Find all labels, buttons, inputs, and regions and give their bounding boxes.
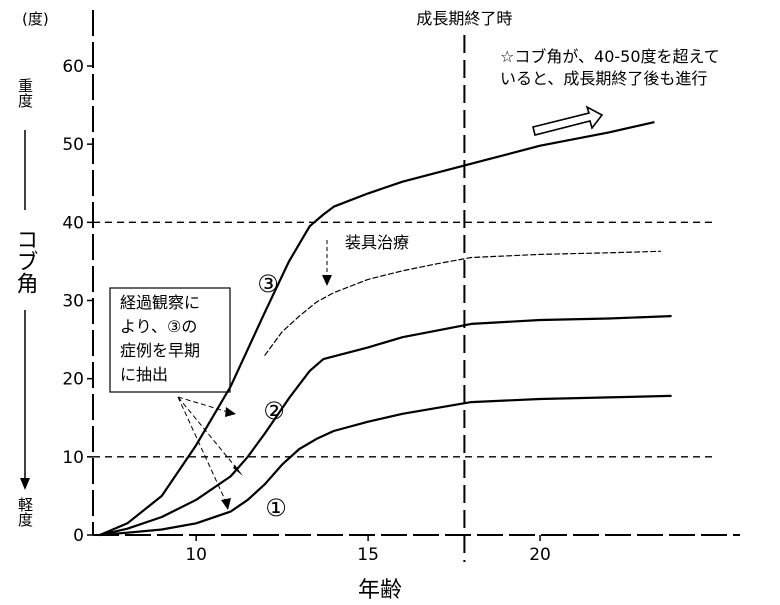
growth-end-label: 成長期終了時	[416, 9, 512, 28]
observation-callout-box	[109, 287, 231, 393]
treatment-arrowhead	[322, 275, 332, 286]
x-tick-label: 10	[185, 545, 207, 565]
treatment-label: 装具治療	[345, 233, 409, 252]
series-line-1	[98, 121, 655, 537]
x-tick-label: 20	[529, 545, 551, 565]
series-label-3: ①	[265, 494, 287, 522]
x-tick-label: 15	[357, 545, 379, 565]
x-axis-title: 年齢	[358, 578, 402, 603]
progression-arrow-icon	[532, 105, 604, 136]
y-down-arrowhead	[20, 478, 30, 490]
y-axis-title: コブ角	[13, 228, 38, 294]
observation-callout-text: 経過観察に より、③の 症例を早期 に抽出	[120, 293, 205, 384]
series-line-3	[98, 394, 672, 537]
series-lines	[98, 121, 672, 537]
y-tick-label: 0	[73, 526, 84, 546]
series-labels: ③ ② ①	[257, 270, 287, 522]
axes: 0 10 20 30 40 50 60 10 15 20	[62, 10, 740, 565]
callout-line-3: 症例を早期	[120, 341, 200, 360]
series-line-2	[98, 315, 672, 537]
y-axis-top-label: 重度	[16, 78, 34, 108]
y-tick-label: 40	[62, 213, 84, 233]
y-tick-label: 10	[62, 448, 84, 468]
y-tick-label: 60	[62, 57, 84, 77]
callout-line-4: に抽出	[120, 365, 168, 384]
series-label-2: ②	[263, 397, 285, 425]
y-axis-unit: (度)	[22, 10, 49, 28]
reference-lines: 成長期終了時	[93, 9, 712, 562]
callout-line-1: 経過観察に	[120, 293, 200, 312]
y-axis-bottom-label: 軽度	[16, 497, 34, 527]
growth-note-line-2: いると、成長期終了後も進行	[500, 69, 707, 88]
series-label-1: ③	[257, 270, 279, 298]
callout-pointers	[177, 396, 243, 510]
callout-line-2: より、③の	[120, 317, 197, 336]
growth-note-text: ☆コブ角が、40-50度を超えて いると、成長期終了後も進行	[500, 47, 725, 88]
y-tick-label: 30	[62, 292, 84, 312]
series-line-4	[264, 250, 662, 356]
y-tick-label: 20	[62, 370, 84, 390]
y-tick-label: 50	[62, 135, 84, 155]
growth-note-line-1: ☆コブ角が、40-50度を超えて	[500, 47, 720, 66]
